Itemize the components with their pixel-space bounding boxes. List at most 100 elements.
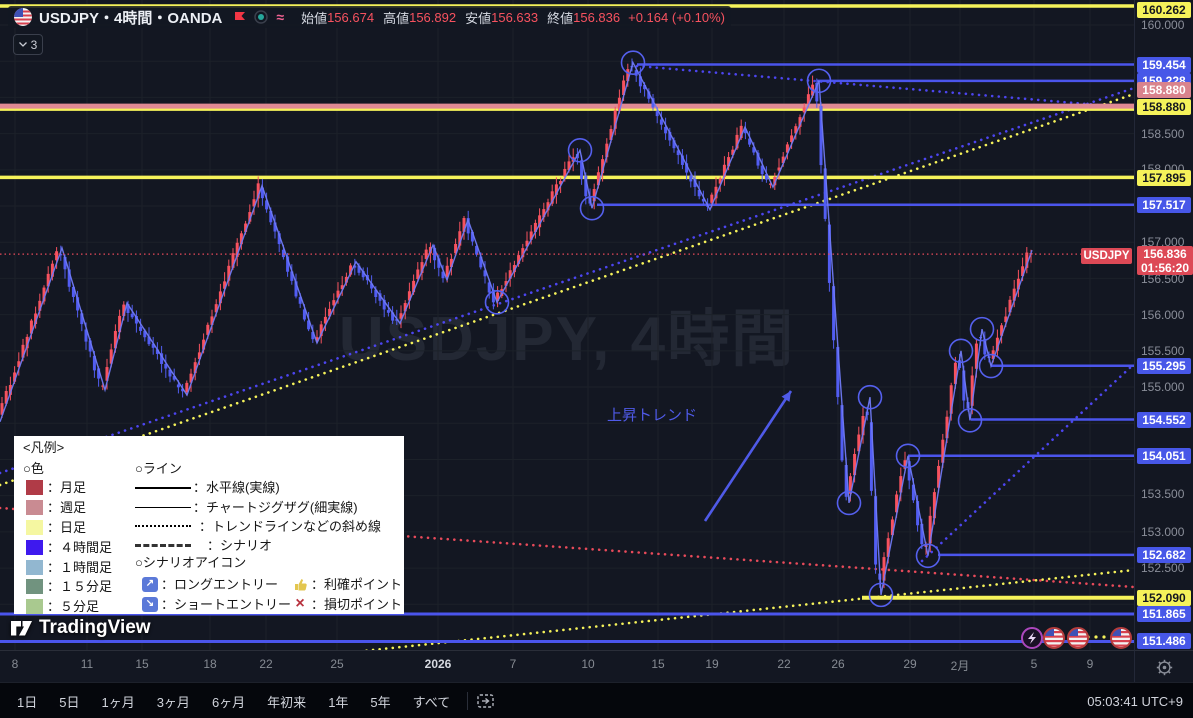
color-swatch bbox=[26, 559, 43, 575]
time-tick: 7 bbox=[509, 657, 517, 671]
tradingview-logo[interactable]: TradingView bbox=[10, 617, 151, 639]
color-swatch bbox=[26, 539, 43, 555]
time-tick: 8 bbox=[11, 657, 19, 671]
price-axis-label: 155.000 bbox=[1141, 380, 1185, 394]
time-tick: 15 bbox=[651, 657, 665, 671]
price-level-badge: 158.880 bbox=[1137, 82, 1191, 98]
range-button[interactable]: 1日 bbox=[17, 694, 38, 710]
legend-scenario-section-title: ○シナリオアイコン bbox=[135, 555, 247, 570]
time-tick: 18 bbox=[203, 657, 217, 671]
axis-settings-corner[interactable] bbox=[1134, 650, 1193, 683]
gear-icon[interactable] bbox=[1156, 659, 1173, 676]
ohlc-values: 始値 156.674 高値 156.892 安値 156.633 終値 156.836 bbox=[292, 8, 620, 27]
price-axis-label: 152.500 bbox=[1141, 561, 1185, 575]
price-axis-label: 156.000 bbox=[1141, 308, 1185, 322]
wave-icon[interactable]: ≈ bbox=[276, 9, 285, 25]
ohlc-value: 156.674 bbox=[327, 9, 375, 25]
price-axis-label: 158.500 bbox=[1141, 127, 1185, 141]
color-swatch bbox=[26, 480, 43, 496]
symbol-title[interactable]: USDJPY・4時間・OANDA bbox=[39, 9, 223, 27]
legend-scenario-item: ↘ ：ショートエントリー bbox=[142, 596, 292, 612]
price-level-badge: 152.682 bbox=[1137, 547, 1191, 563]
red-x-icon: × bbox=[295, 595, 305, 612]
symbol-price-tag: USDJPY bbox=[1081, 248, 1132, 264]
legend-color-item: ：月足 bbox=[26, 478, 112, 498]
time-tick: 26 bbox=[831, 657, 845, 671]
legend-line-item: ：チャートジグザグ(細実線) bbox=[135, 497, 381, 516]
legend-scenario-item: × ：損切ポイント bbox=[292, 595, 402, 612]
legend-color-item: ：４時間足 bbox=[26, 537, 112, 557]
red-flag-icon[interactable] bbox=[234, 11, 246, 24]
range-button[interactable]: 1ヶ月 bbox=[101, 694, 135, 710]
legend-title: <凡例> bbox=[23, 440, 65, 455]
legend-color-section-title: ○色 bbox=[23, 461, 44, 476]
legend-color-item: ：１時間足 bbox=[26, 557, 112, 577]
range-button[interactable]: 5日 bbox=[59, 694, 80, 710]
tradingview-logo-icon bbox=[11, 620, 32, 635]
time-tick: 9 bbox=[1086, 657, 1094, 671]
price-level-badge: 158.880 bbox=[1137, 99, 1191, 115]
line-style-sample bbox=[135, 544, 191, 548]
ohlc-value: 156.836 bbox=[573, 9, 621, 25]
price-level-badge: 154.552 bbox=[1137, 412, 1191, 428]
time-tick: 22 bbox=[259, 657, 273, 671]
range-button[interactable]: すべて bbox=[412, 694, 451, 710]
range-button[interactable]: 5年 bbox=[370, 694, 391, 710]
price-change: +0.164 (+0.10%) bbox=[628, 9, 725, 25]
legend-line-item: ：シナリオ bbox=[135, 536, 381, 555]
bar-countdown: 01:56:20 bbox=[1140, 261, 1190, 275]
price-level-badge: 155.295 bbox=[1137, 358, 1191, 374]
line-style-sample bbox=[135, 525, 191, 528]
legend-box: <凡例> ○色 ○ライン ：月足 ：週足 ：日足 ：４時間足 ：１時間足 ：１５分足 ：５分… bbox=[14, 436, 404, 617]
legend-color-item: ：５分足 bbox=[26, 597, 112, 617]
ohlc-value: 156.633 bbox=[491, 9, 539, 25]
line-style-sample bbox=[135, 506, 191, 508]
price-level-badge: 151.865 bbox=[1137, 606, 1191, 622]
ohlc-value: 156.892 bbox=[409, 9, 457, 25]
legend-line-list: ：水平線(実線) ：チャートジグザグ(細実線) ：トレンドラインなどの斜め線 ：シナリ… bbox=[135, 478, 381, 556]
price-level-badge: 160.262 bbox=[1137, 2, 1191, 18]
symbol-flag-icon bbox=[14, 8, 32, 26]
legend-color-item: ：１５分足 bbox=[26, 577, 112, 597]
price-axis-label: 153.500 bbox=[1141, 487, 1185, 501]
price-level-badge: 152.090 bbox=[1137, 590, 1191, 606]
price-axis-label: 155.500 bbox=[1141, 344, 1185, 358]
thumbs-up-icon bbox=[292, 577, 308, 592]
color-swatch bbox=[26, 519, 43, 535]
ohlc-label: 始値 bbox=[301, 10, 328, 26]
color-swatch bbox=[26, 579, 43, 595]
range-button[interactable]: 1年 bbox=[328, 694, 349, 710]
arrow-up-right-icon: ↗ bbox=[142, 576, 158, 592]
color-swatch bbox=[26, 599, 43, 615]
arrow-down-right-icon: ↘ bbox=[142, 596, 158, 612]
indicator-count-button[interactable]: 3 bbox=[13, 34, 43, 55]
current-price-badge: 156.836 01:56:20 bbox=[1137, 246, 1193, 275]
price-axis-label: 153.000 bbox=[1141, 525, 1185, 539]
status-dot-icon[interactable] bbox=[254, 10, 269, 24]
session-clock[interactable]: 05:03:41 UTC+9 bbox=[1087, 693, 1183, 709]
price-level-badge: 157.895 bbox=[1137, 170, 1191, 186]
time-tick: 22 bbox=[777, 657, 791, 671]
goto-date-icon[interactable] bbox=[476, 692, 495, 710]
price-axis[interactable]: 160.262 160.000 159.454 159.228 158.880 158.8… bbox=[1134, 0, 1193, 682]
time-tick: 29 bbox=[903, 657, 917, 671]
range-button[interactable]: 年初来 bbox=[267, 694, 307, 710]
chart-header: USDJPY・4時間・OANDA ≈ 始値 156.674 高値 156.892 安値 1… bbox=[8, 6, 731, 28]
price-axis-label: 157.000 bbox=[1141, 235, 1185, 249]
time-axis[interactable]: 8 11 15 18 22 25 2026 7 10 15 19 22 26 29 2月 5 9 bbox=[0, 650, 1134, 683]
time-tick: 2026 bbox=[424, 657, 452, 671]
legend-scenario-item: ↗ ：ロングエントリー bbox=[142, 576, 292, 592]
legend-line-item: ：水平線(実線) bbox=[135, 478, 381, 497]
range-button[interactable]: 3ヶ月 bbox=[156, 694, 190, 710]
ohlc-label: 高値 bbox=[383, 10, 410, 26]
time-tick: 5 bbox=[1030, 657, 1038, 671]
price-axis-label: 160.000 bbox=[1141, 18, 1185, 32]
price-axis-label: 156.500 bbox=[1141, 272, 1185, 286]
bottom-toolbar: 1日 5日 1ヶ月 3ヶ月 6ヶ月 年初来 1年 5年 すべて 05:03:41 UTC+9 bbox=[0, 682, 1193, 718]
range-button[interactable]: 6ヶ月 bbox=[211, 694, 246, 710]
line-style-sample bbox=[135, 486, 191, 489]
time-tick: 2月 bbox=[950, 659, 970, 673]
legend-color-item: ：週足 bbox=[26, 498, 112, 518]
legend-line-item: ：トレンドラインなどの斜め線 bbox=[135, 517, 381, 536]
